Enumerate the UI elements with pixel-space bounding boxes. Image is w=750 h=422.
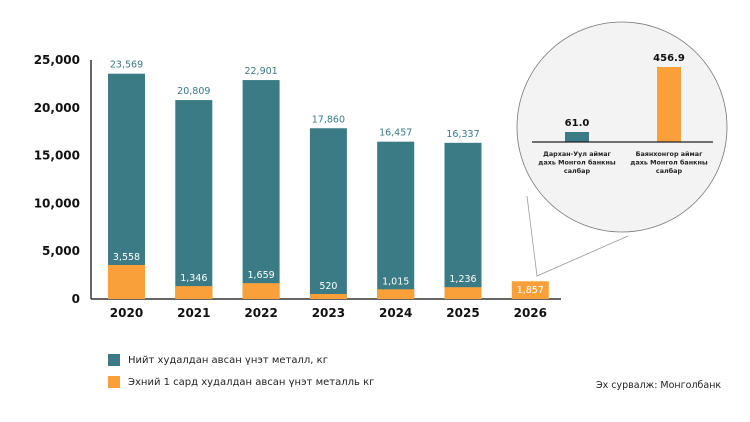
data-label-first-month-2023: 520 xyxy=(319,281,337,292)
main-axes: 0 5,000 10,000 15,000 20,000 25,000 2020 2021 20… xyxy=(34,53,561,320)
bar-first-month-2021 xyxy=(175,286,213,299)
inset-category-label: салбар xyxy=(564,167,591,175)
y-tick-label: 5,000 xyxy=(42,244,80,258)
bar-first-month-2022 xyxy=(242,283,280,299)
data-label-first-month-2026: 1,857 xyxy=(517,285,544,296)
data-label-total-2020: 23,569 xyxy=(110,60,143,71)
inset-category-label: салбар xyxy=(656,167,683,175)
bar-total-2021 xyxy=(175,100,213,300)
bar-first-month-2020 xyxy=(108,264,145,299)
inset-category-label: Баянхонгор аймаг xyxy=(636,150,703,158)
data-label-total-2024: 16,457 xyxy=(379,128,412,139)
x-tick-label: 2022 xyxy=(244,306,277,320)
bar-first-month-2023 xyxy=(309,294,347,299)
bar-first-month-2025 xyxy=(444,287,482,299)
x-tick-label: 2024 xyxy=(379,306,412,320)
y-tick-label: 20,000 xyxy=(34,101,80,115)
bar-total-2022 xyxy=(242,80,280,299)
legend-swatch-first-month xyxy=(108,376,120,388)
data-label-first-month-2020: 3,558 xyxy=(113,252,140,263)
inset-bar-1 xyxy=(565,131,589,142)
legend-item-total: Нийт худалдан авсан үнэт металл, кг xyxy=(108,354,328,366)
data-label-total-2025: 16,337 xyxy=(446,129,479,140)
inset-category-label: Дархан-Уул аймаг xyxy=(543,150,611,158)
x-tick-label: 2023 xyxy=(312,306,345,320)
bar-total-2020 xyxy=(108,73,145,299)
y-tick-label: 25,000 xyxy=(34,53,80,67)
data-label-first-month-2022: 1,659 xyxy=(247,270,274,281)
legend-item-first-month: Эхний 1 сард худалдан авсан үнэт металль… xyxy=(108,376,374,388)
inset-value-label: 456.9 xyxy=(653,53,685,64)
main-labels: 23,569 3,558 20,809 1,346 22,901 1,659 17,860 5… xyxy=(110,60,544,297)
inset-category-label: дахь Монгол банкны xyxy=(538,159,616,167)
inset-bar-2 xyxy=(657,67,681,142)
inset-circle xyxy=(516,21,728,233)
y-tick-label: 0 xyxy=(72,292,80,306)
main-bars xyxy=(108,73,549,300)
data-label-total-2023: 17,860 xyxy=(312,114,345,125)
data-label-total-2022: 22,901 xyxy=(244,66,277,77)
data-label-first-month-2025: 1,236 xyxy=(449,274,476,285)
data-label-first-month-2021: 1,346 xyxy=(180,273,207,284)
callout-lines xyxy=(526,195,629,277)
data-label-first-month-2024: 1,015 xyxy=(382,276,409,287)
source-note: Эх сурвалж: Монголбанк xyxy=(596,380,722,391)
x-tick-label: 2021 xyxy=(177,306,210,320)
inset-category-label: дахь Монгол банкны xyxy=(630,159,708,167)
x-tick-label: 2020 xyxy=(110,306,143,320)
legend-label-first-month: Эхний 1 сард худалдан авсан үнэт металль… xyxy=(128,376,375,388)
y-tick-label: 15,000 xyxy=(34,149,80,163)
legend-swatch-total xyxy=(108,354,120,366)
zoom-callout xyxy=(526,195,629,277)
bar-first-month-2026 xyxy=(511,281,549,299)
x-tick-label: 2026 xyxy=(514,306,547,320)
bar-total-2025 xyxy=(444,142,482,299)
data-label-total-2021: 20,809 xyxy=(177,86,210,97)
y-tick-label: 10,000 xyxy=(34,196,80,210)
x-tick-label: 2025 xyxy=(446,306,479,320)
inset-value-label: 61.0 xyxy=(565,118,590,129)
bar-total-2024 xyxy=(377,141,415,299)
bar-first-month-2024 xyxy=(377,289,415,299)
legend-label-total: Нийт худалдан авсан үнэт металл, кг xyxy=(128,354,328,366)
bar-total-2023 xyxy=(309,128,347,299)
